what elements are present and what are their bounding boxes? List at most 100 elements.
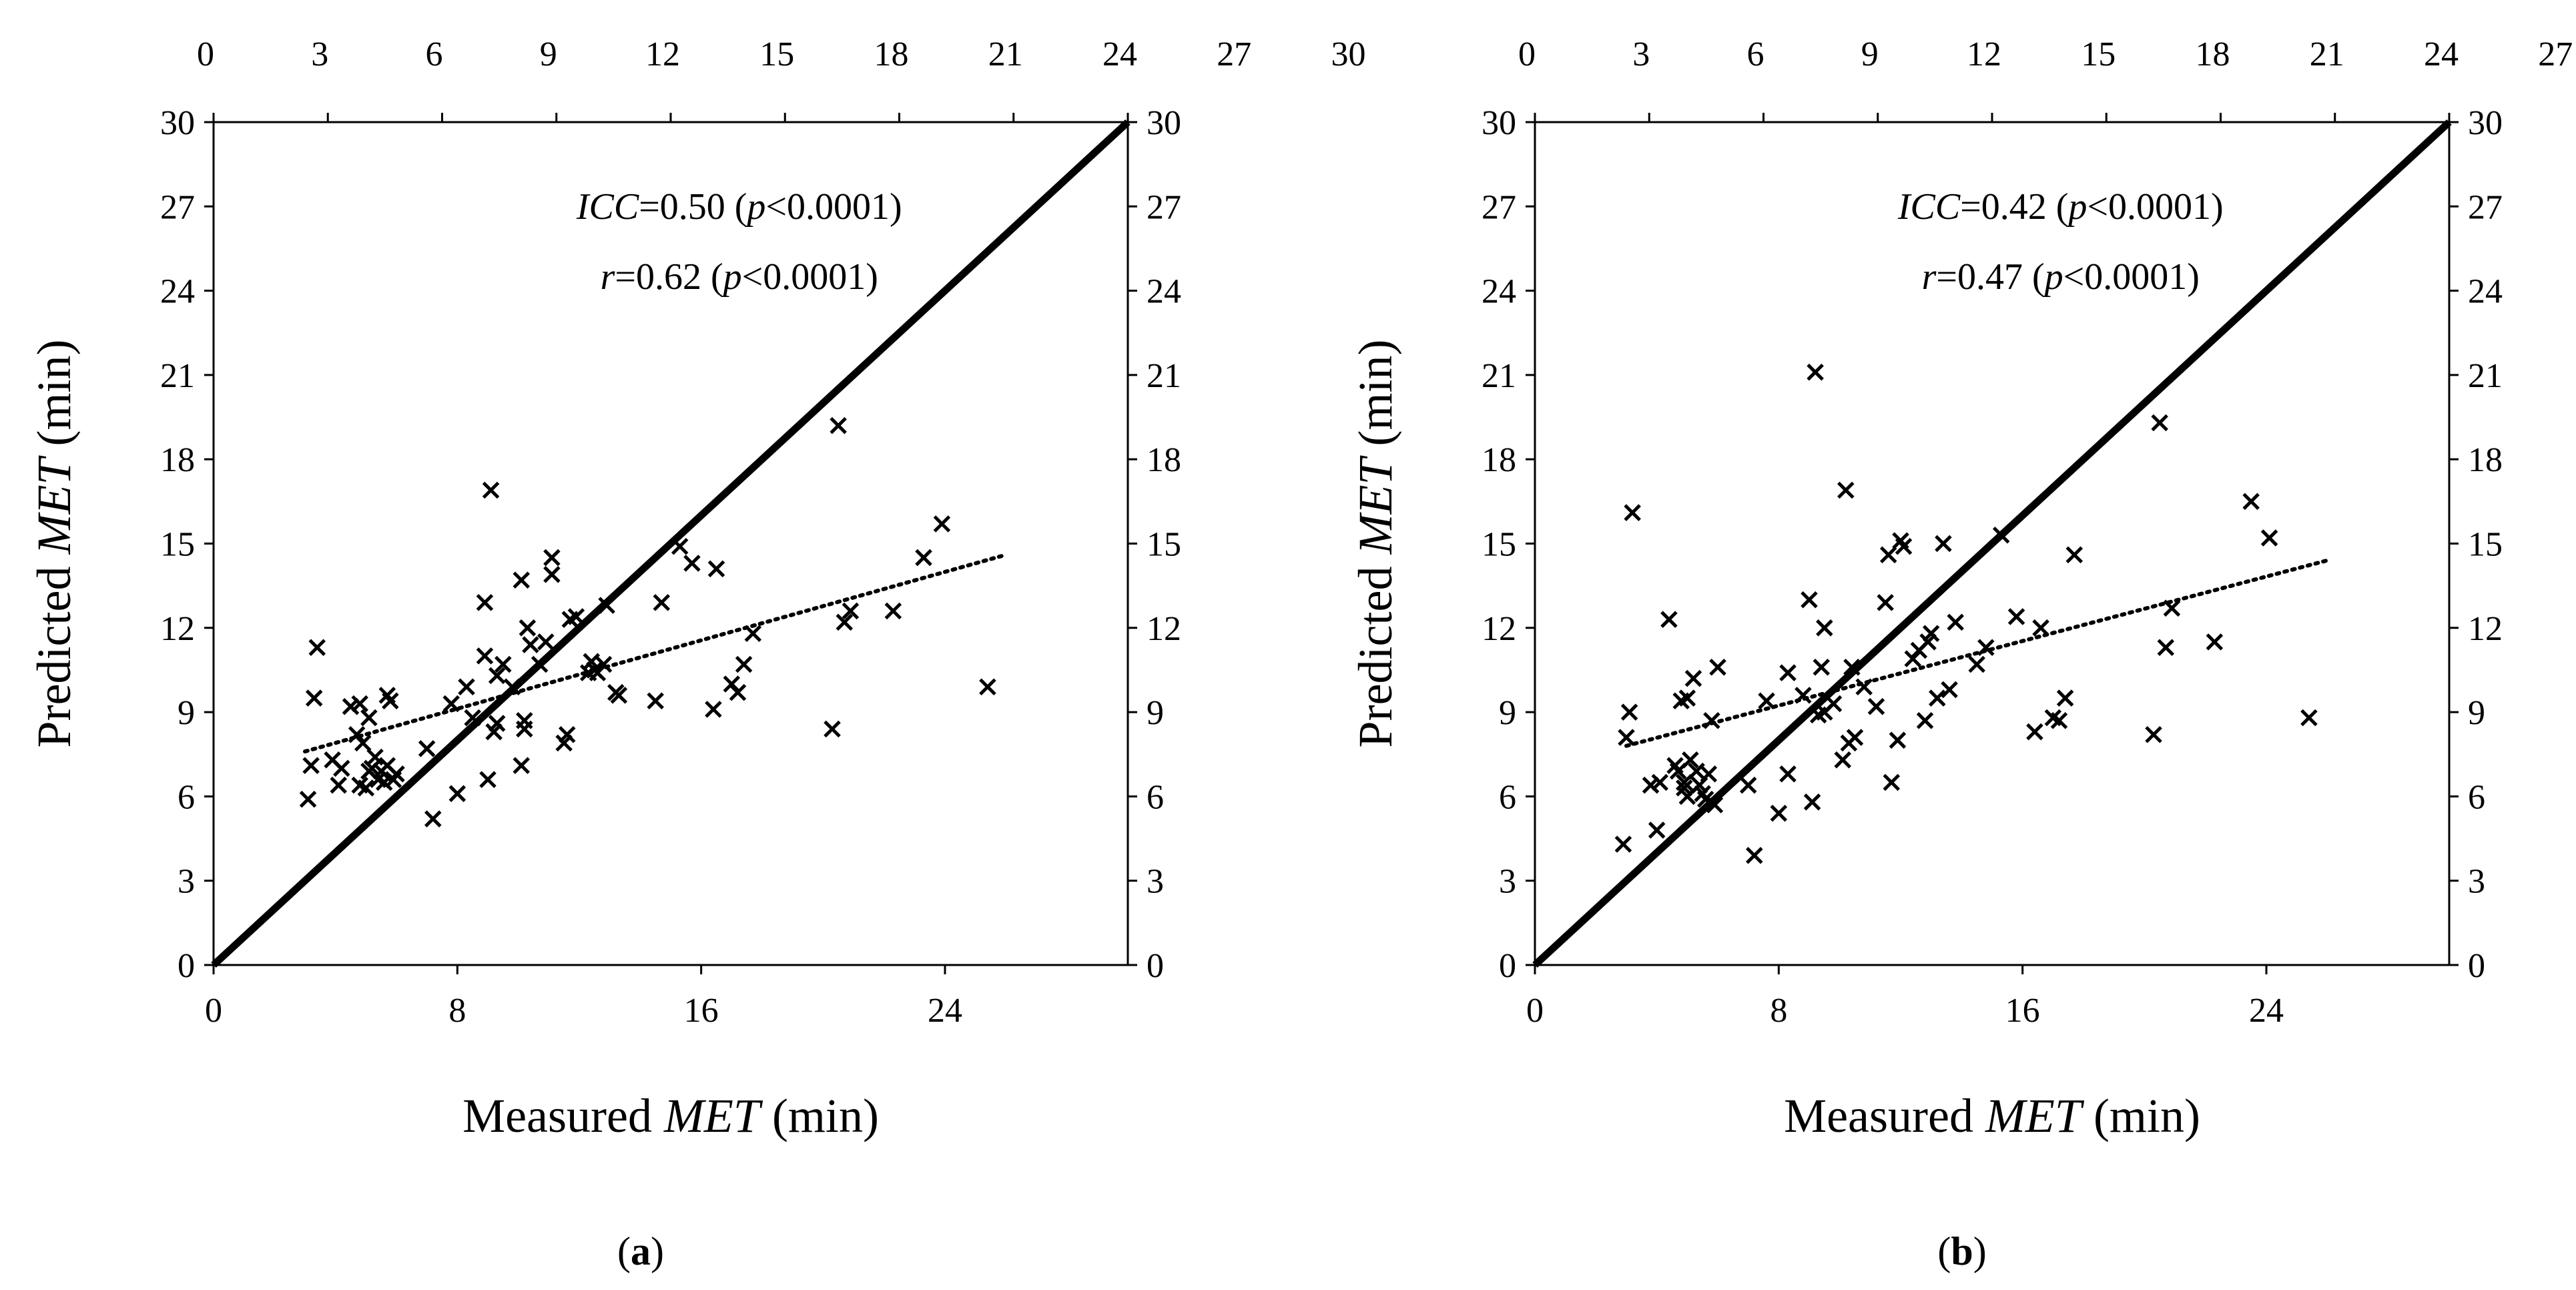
data-point [1682,751,1699,769]
data-point [1618,729,1635,746]
trend-line [303,553,1008,754]
x-tick-label-top: 24 [1102,35,1137,73]
data-point [824,720,841,738]
data-point [448,785,466,802]
data-point [1620,703,1638,721]
y-tick-label-right: 12 [2468,610,2503,648]
y-tick-label-right: 3 [2468,863,2485,901]
data-point [979,678,996,695]
data-point [1816,619,1833,637]
data-point [305,689,323,707]
data-point [2157,639,2175,657]
data-point [1941,681,1958,699]
data-point [2050,711,2068,729]
data-point [513,571,531,589]
data-point [488,715,506,732]
data-point [1700,765,1718,783]
y-tick-label-left: 15 [1482,526,1516,564]
x-tick-label-bottom: 8 [448,992,466,1030]
data-point [1624,504,1641,521]
data-point [1825,695,1843,713]
data-point [2300,709,2318,727]
y-tick-label-right: 27 [2468,188,2503,226]
x-tick-label-top: 18 [874,35,909,73]
data-point [1703,711,1720,729]
y-tick-label-left: 30 [1482,104,1516,142]
data-point [382,692,399,710]
data-point [2032,619,2049,637]
y-tick-label-right: 27 [1147,188,1181,226]
y-tick-label-left: 21 [1482,357,1516,395]
data-point [1688,762,1705,780]
data-point [1648,822,1666,839]
trend-line [1624,558,2330,748]
data-point [842,602,860,620]
y-tick-label-right: 9 [2468,694,2485,732]
data-point [330,776,348,794]
data-point [2007,608,2025,625]
data-point [1879,546,1897,564]
y-tick-label-right: 6 [2468,778,2485,816]
data-point [558,726,576,743]
data-point [1758,692,1775,710]
x-tick-label-top: 30 [1331,35,1366,73]
data-point [476,594,494,611]
data-point [1660,611,1678,628]
data-point [1746,847,1763,864]
data-point [1614,836,1632,853]
data-point [1795,687,1812,704]
data-point [1889,731,1907,749]
x-tick-label-top: 12 [1967,35,2001,73]
y-tick-label-left: 3 [178,863,195,901]
data-point [1801,591,1818,609]
y-tick-label-right: 15 [1147,526,1181,564]
data-point [1916,711,1934,729]
data-point [610,687,628,704]
y-tick-label-right: 21 [1147,357,1181,395]
data-point [2242,493,2260,511]
data-point [1706,796,1724,814]
identity-line [211,119,1131,968]
x-tick-label-top: 18 [2196,35,2230,73]
x-tick-label-top: 3 [1632,35,1650,73]
data-point [830,416,847,434]
x-tick-label-top: 21 [2310,35,2344,73]
data-point [1855,678,1873,695]
x-tick-label-top: 9 [540,35,557,73]
x-tick-label-bottom: 0 [1526,992,1544,1030]
data-point [683,555,701,572]
y-tick-label-left: 0 [1499,947,1516,985]
data-point [418,740,436,757]
y-tick-label-left: 6 [178,778,195,816]
y-tick-label-right: 30 [1147,104,1181,142]
x-tick-label-bottom: 24 [2249,992,2284,1030]
data-point [735,655,753,673]
y-tick-label-right: 6 [1147,778,1164,816]
data-point [537,633,555,651]
y-tick-label-left: 9 [178,694,195,732]
x-tick-label-bottom: 16 [2005,992,2040,1030]
y-tick-label-left: 9 [1499,694,1516,732]
x-tick-label-bottom: 24 [928,992,962,1030]
y-tick-label-right: 3 [1147,863,1164,901]
x-tick-label-top: 27 [2538,35,2573,73]
data-point [707,560,725,578]
x-axis-title: Measured MET (min) [462,1089,879,1143]
data-point [354,734,372,752]
data-point [513,757,531,774]
data-point [1684,669,1702,687]
data-point [1977,639,1995,657]
data-point [476,647,494,665]
x-tick-label-top: 24 [2424,35,2459,73]
stat-annotation: r=0.62 (p<0.0001) [601,256,878,298]
data-point [503,678,521,695]
data-point [1843,658,1861,676]
x-tick-label-top: 15 [2081,35,2116,73]
x-tick-label-bottom: 16 [684,992,719,1030]
data-point [1807,363,1824,381]
x-tick-label-top: 3 [311,35,328,73]
x-tick-label-top: 6 [1747,35,1764,73]
y-tick-label-right: 30 [2468,104,2503,142]
